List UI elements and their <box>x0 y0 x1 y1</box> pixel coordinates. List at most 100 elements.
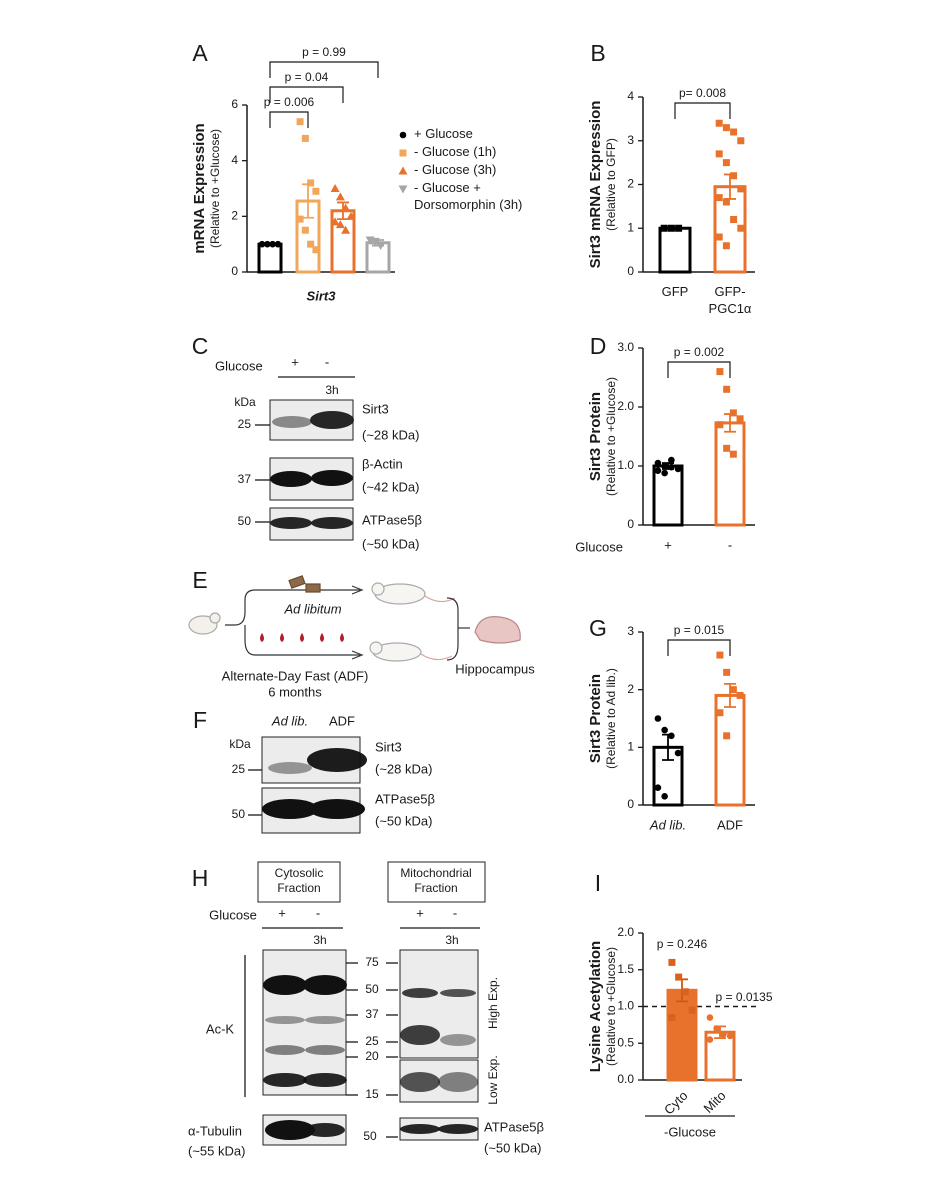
y-tick-label: 2.0 <box>617 925 634 939</box>
blot <box>262 949 347 1096</box>
data-point <box>296 215 304 223</box>
text-line: Cytosolic <box>275 866 324 880</box>
legend-label: - Glucose + Dorsomorphin (3h) <box>414 180 522 212</box>
panel-letter: I <box>595 870 601 896</box>
legend-label: - Glucose (3h) <box>414 162 496 177</box>
panel-letter: F <box>193 707 207 733</box>
data-point <box>667 224 675 232</box>
data-point <box>723 668 731 676</box>
y-tick-label: 1.0 <box>617 999 634 1013</box>
treatment-label: Glucose <box>215 358 263 373</box>
y-tick-label: 1.0 <box>617 458 634 472</box>
ladder-label: 25 <box>238 417 252 431</box>
data-point <box>723 385 731 393</box>
band-size: (~28 kDa) <box>375 761 432 776</box>
blot-band <box>265 1016 305 1024</box>
condition: - <box>453 905 457 920</box>
y-axis-subtitle: (Relative to GFP) <box>604 138 618 231</box>
data-point <box>730 216 738 223</box>
data-point <box>729 686 737 694</box>
y-tick-label: 0 <box>231 264 238 278</box>
panel-letter: G <box>589 615 607 641</box>
y-tick-label: 2.0 <box>617 399 634 413</box>
data-point <box>654 467 662 475</box>
data-point <box>715 150 723 158</box>
data-point <box>716 421 724 429</box>
data-point <box>713 1025 720 1032</box>
data-point <box>668 456 675 464</box>
blot-band <box>270 517 312 529</box>
exposure-label: Low Exp. <box>486 1055 500 1104</box>
x-tick-label: GFP <box>662 284 689 299</box>
duration-label: 6 months <box>268 684 322 699</box>
panel-letter: B <box>590 40 605 66</box>
comparison-bracket <box>674 102 731 119</box>
data-point <box>674 465 682 473</box>
blot-band <box>305 1123 345 1137</box>
data-point <box>661 726 668 734</box>
blot-band <box>400 1025 440 1045</box>
panel-letter: C <box>192 333 209 359</box>
condition: Ad lib. <box>271 713 308 728</box>
ladder-label: 50 <box>232 807 246 821</box>
blot-band <box>305 1045 345 1055</box>
data-point <box>660 224 668 232</box>
blot-band <box>309 799 365 819</box>
condition: ADF <box>329 713 355 728</box>
text-line: - Glucose (1h) <box>414 144 496 159</box>
y-axis-title: Sirt3 Protein <box>587 392 604 481</box>
data-point <box>341 225 351 234</box>
ladder-label: 75 <box>365 955 379 969</box>
text-line: Fraction <box>414 881 457 895</box>
ladder-label: 15 <box>365 1087 379 1101</box>
blot-band <box>263 1073 307 1087</box>
blot-band <box>311 517 353 529</box>
legend-label: + Glucose <box>414 126 473 141</box>
data-point <box>312 246 320 254</box>
data-point <box>730 172 738 180</box>
blot-band <box>303 1073 347 1087</box>
data-point <box>668 1014 676 1022</box>
data-point <box>729 450 737 458</box>
data-point <box>737 185 745 193</box>
text-line: - Glucose (3h) <box>414 162 496 177</box>
blot-band <box>268 762 312 774</box>
treatment-label: Glucose <box>209 907 257 922</box>
y-tick-label: 2 <box>627 177 634 191</box>
condition: - <box>325 354 329 369</box>
blot-band <box>311 470 353 486</box>
data-point <box>715 233 723 241</box>
band-name: β-Actin <box>362 456 403 471</box>
tissue-label: Hippocampus <box>455 661 535 676</box>
data-point <box>722 159 730 167</box>
blot-band <box>305 1016 345 1024</box>
y-axis-title: Sirt3 Protein <box>587 674 604 763</box>
data-point <box>335 192 345 201</box>
fraction-box <box>257 861 341 903</box>
y-tick-label: 0 <box>627 797 634 811</box>
data-point <box>675 224 683 232</box>
loading-name: ATPase5β <box>484 1119 544 1134</box>
y-axis-title: mRNA Expression <box>191 123 208 253</box>
data-point <box>335 220 345 229</box>
data-point <box>668 463 675 471</box>
bar <box>652 464 684 527</box>
data-point <box>716 651 724 659</box>
blot-band <box>307 748 367 772</box>
data-point <box>726 1032 734 1040</box>
y-axis-subtitle: (Relative to +Glucose) <box>604 947 618 1066</box>
legend-marker <box>398 185 408 194</box>
p-value: p= 0.008 <box>679 86 726 100</box>
ladder-label: 25 <box>365 1034 379 1048</box>
data-point <box>301 134 309 142</box>
blot-band <box>303 975 347 995</box>
data-point <box>668 958 676 966</box>
ladder-label: 37 <box>238 472 252 486</box>
data-point <box>706 1036 714 1043</box>
band-size: (~28 kDa) <box>362 427 419 442</box>
data-point <box>722 124 730 132</box>
p-value: p = 0.99 <box>302 45 346 59</box>
data-point <box>661 462 668 470</box>
blot-band <box>400 1072 440 1092</box>
